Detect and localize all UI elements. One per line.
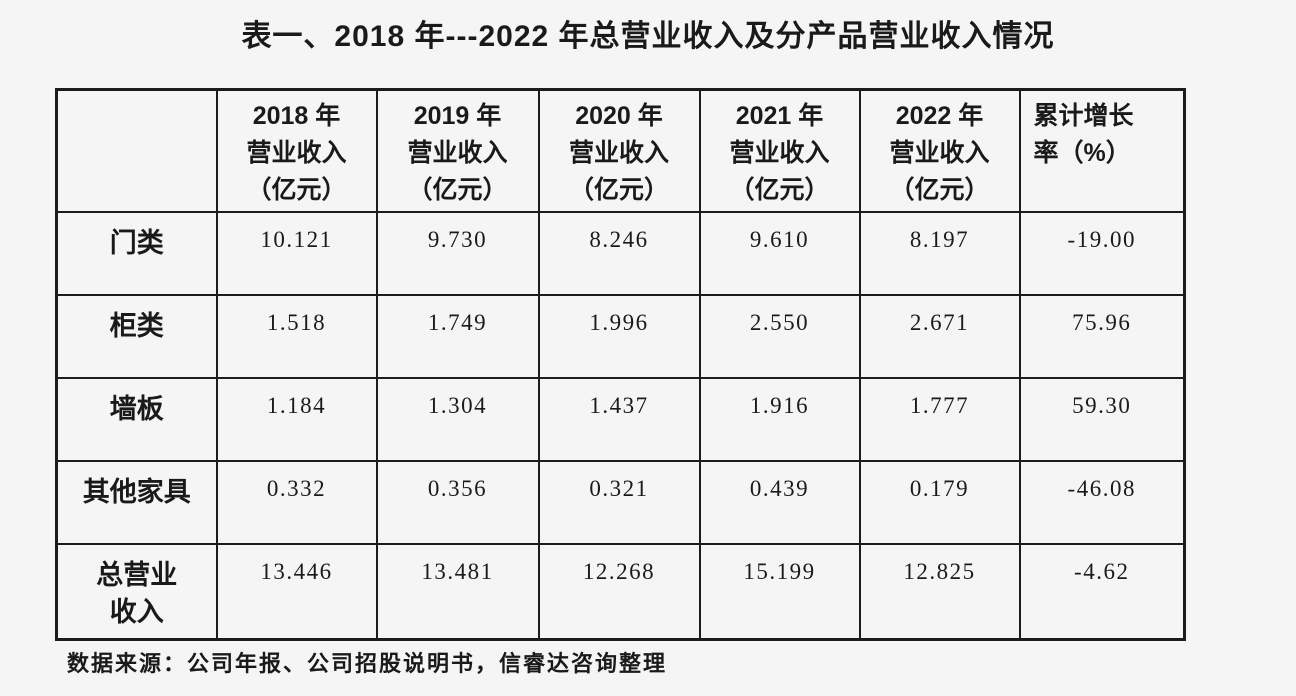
table-cell: 13.481: [375, 542, 540, 641]
table-cell: 15.199: [698, 542, 861, 641]
table-cell: 9.610: [698, 210, 861, 296]
table-cell: 1.184: [215, 376, 378, 462]
column-header-2019: 2019 年 营业收入 （亿元）: [375, 88, 540, 213]
header-row: 2018 年 营业收入 （亿元） 2019 年 营业收入 （亿元） 2020 年…: [55, 88, 1186, 213]
column-header-2018: 2018 年 营业收入 （亿元）: [215, 88, 378, 213]
table-cell: 10.121: [215, 210, 378, 296]
table-cell: 59.30: [1018, 376, 1186, 462]
column-header-2022: 2022 年 营业收入 （亿元）: [858, 88, 1021, 213]
column-header-2020: 2020 年 营业收入 （亿元）: [537, 88, 701, 213]
table-row-wallboards: 墙板 1.184 1.304 1.437 1.916 1.777 59.30: [55, 376, 1186, 462]
table-cell: 8.246: [537, 210, 701, 296]
row-label: 柜类: [55, 293, 218, 379]
table-cell: 2.671: [858, 293, 1021, 379]
table-cell: 1.437: [537, 376, 701, 462]
row-label: 门类: [55, 210, 218, 296]
corner-cell: [55, 88, 218, 213]
table-cell: 1.916: [698, 376, 861, 462]
table-cell: 8.197: [858, 210, 1021, 296]
column-header-growth: 累计增长 率（%）: [1018, 88, 1186, 213]
table-cell: 1.777: [858, 376, 1021, 462]
table-cell: 0.332: [215, 459, 378, 545]
table-cell: 1.749: [375, 293, 540, 379]
table-cell: 13.446: [215, 542, 378, 641]
table-cell: 9.730: [375, 210, 540, 296]
table-title: 表一、2018 年---2022 年总营业收入及分产品营业收入情况: [241, 20, 1055, 53]
row-label: 其他家具: [55, 459, 218, 545]
table-cell: 1.304: [375, 376, 540, 462]
table-cell: 12.825: [858, 542, 1021, 641]
table-cell: 0.179: [858, 459, 1021, 545]
table-cell: 0.356: [375, 459, 540, 545]
table-row-other-furniture: 其他家具 0.332 0.356 0.321 0.439 0.179 -46.0…: [55, 459, 1186, 545]
row-label: 墙板: [55, 376, 218, 462]
table-cell: -19.00: [1018, 210, 1186, 296]
data-source-note: 数据来源：公司年报、公司招股说明书，信睿达咨询整理: [67, 651, 668, 676]
column-header-2021: 2021 年 营业收入 （亿元）: [698, 88, 861, 213]
table-cell: 12.268: [537, 542, 701, 641]
table-cell: -46.08: [1018, 459, 1186, 545]
table-row-doors: 门类 10.121 9.730 8.246 9.610 8.197 -19.00: [55, 210, 1186, 296]
revenue-table: 2018 年 营业收入 （亿元） 2019 年 营业收入 （亿元） 2020 年…: [55, 88, 1186, 641]
row-label: 总营业 收入: [55, 542, 218, 641]
table-cell: 1.996: [537, 293, 701, 379]
table-row-total-revenue: 总营业 收入 13.446 13.481 12.268 15.199 12.82…: [55, 542, 1186, 641]
table-cell: 0.321: [537, 459, 701, 545]
table-cell: 0.439: [698, 459, 861, 545]
table-cell: -4.62: [1018, 542, 1186, 641]
table-row-cabinets: 柜类 1.518 1.749 1.996 2.550 2.671 75.96: [55, 293, 1186, 379]
table-cell: 75.96: [1018, 293, 1186, 379]
table-cell: 1.518: [215, 293, 378, 379]
table-cell: 2.550: [698, 293, 861, 379]
